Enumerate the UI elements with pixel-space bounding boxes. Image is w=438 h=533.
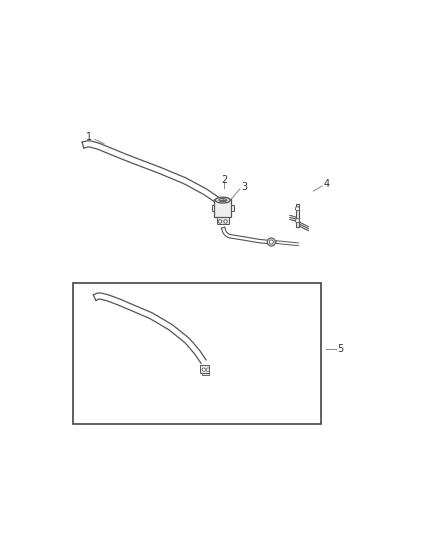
Bar	[214, 199, 231, 217]
Ellipse shape	[219, 198, 227, 201]
Circle shape	[202, 368, 205, 372]
Circle shape	[295, 219, 300, 223]
Circle shape	[224, 220, 227, 223]
Bar	[202, 373, 208, 375]
Text: 1: 1	[86, 133, 92, 142]
Bar	[217, 217, 229, 224]
Bar	[231, 205, 234, 212]
Circle shape	[267, 238, 276, 246]
Text: 5: 5	[337, 344, 344, 354]
Bar	[296, 204, 299, 228]
Circle shape	[206, 368, 209, 372]
Text: 2: 2	[221, 175, 228, 185]
Circle shape	[219, 220, 222, 223]
Bar	[74, 282, 321, 424]
Text: 3: 3	[241, 182, 247, 192]
Bar	[212, 205, 214, 212]
Text: 4: 4	[324, 179, 330, 189]
Circle shape	[269, 240, 273, 244]
Bar	[200, 365, 209, 373]
Circle shape	[295, 207, 300, 211]
Ellipse shape	[215, 197, 230, 203]
